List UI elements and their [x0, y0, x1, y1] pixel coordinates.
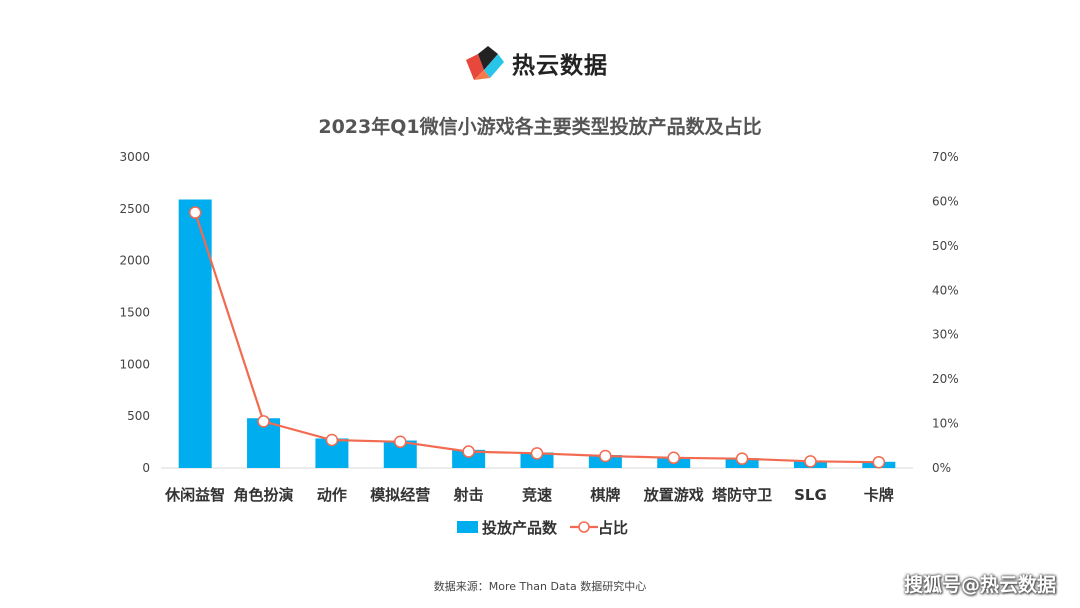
brand-header: 热云数据 — [462, 38, 632, 86]
left-tick-label: 1500 — [119, 306, 150, 320]
line-point — [325, 433, 339, 447]
category-label: 射击 — [453, 486, 484, 504]
left-tick-label: 2500 — [119, 202, 150, 216]
line-point — [462, 445, 475, 458]
source-note: 数据来源：More Than Data 数据研究中心 — [433, 580, 647, 593]
bar — [178, 199, 212, 468]
line-point — [735, 452, 749, 465]
category-labels: 休闲益智 角色扮演 动作 模拟经营 射击 竞速 棋牌 放置游戏 塔防守卫 SLG 卡牌 — [164, 486, 894, 504]
category-label: 棋牌 — [590, 486, 620, 504]
line-point — [872, 455, 886, 469]
category-label: 卡牌 — [864, 486, 894, 504]
chart-title: 2023年Q1微信小游戏各主要类型投放产品数及占比 — [318, 116, 762, 138]
line-point — [599, 449, 612, 463]
category-label: 角色扮演 — [234, 486, 294, 504]
left-tick-label: 500 — [127, 409, 150, 423]
left-tick-label: 1000 — [119, 357, 150, 371]
line-point — [667, 451, 680, 465]
left-axis: 0 500 1000 1500 2000 2500 3000 — [119, 150, 150, 475]
category-label: SLG — [794, 486, 827, 504]
line-point — [804, 455, 817, 468]
legend-line-marker — [578, 521, 590, 533]
category-label: 模拟经营 — [370, 486, 430, 504]
left-tick-label: 3000 — [119, 150, 150, 164]
line-point — [530, 447, 544, 460]
right-axis: 0% 10% 20% 30% 40% 50% 60% 70% — [932, 150, 959, 475]
legend-bar-label: 投放产品数 — [482, 519, 558, 537]
right-tick-label: 0% — [932, 461, 951, 475]
line-point — [257, 415, 270, 428]
category-label: 塔防守卫 — [712, 486, 772, 504]
right-tick-label: 30% — [932, 328, 959, 342]
category-label: 动作 — [317, 486, 347, 504]
category-label: 竞速 — [522, 486, 552, 504]
right-tick-label: 60% — [932, 194, 959, 208]
line-point — [394, 435, 407, 449]
reyun-logo-icon — [466, 46, 504, 80]
watermark: 搜狐号@热云数据 — [903, 574, 1056, 596]
left-tick-label: 2000 — [119, 254, 150, 268]
ratio-points — [188, 206, 886, 469]
bar — [520, 452, 554, 468]
bar — [452, 449, 486, 468]
left-tick-label: 0 — [142, 461, 150, 475]
right-tick-label: 50% — [932, 239, 959, 253]
right-tick-label: 20% — [932, 372, 959, 386]
right-tick-label: 40% — [932, 283, 959, 297]
line-point — [188, 206, 202, 219]
brand-name: 热云数据 — [512, 53, 608, 79]
right-tick-label: 10% — [932, 417, 959, 431]
category-label: 休闲益智 — [164, 486, 225, 504]
ratio-line — [194, 212, 879, 464]
legend: 投放产品数 占比 — [457, 519, 628, 537]
category-label: 放置游戏 — [643, 486, 704, 504]
legend-line-label: 占比 — [598, 519, 628, 537]
legend-bar-swatch — [457, 521, 478, 533]
right-tick-label: 70% — [932, 150, 959, 164]
